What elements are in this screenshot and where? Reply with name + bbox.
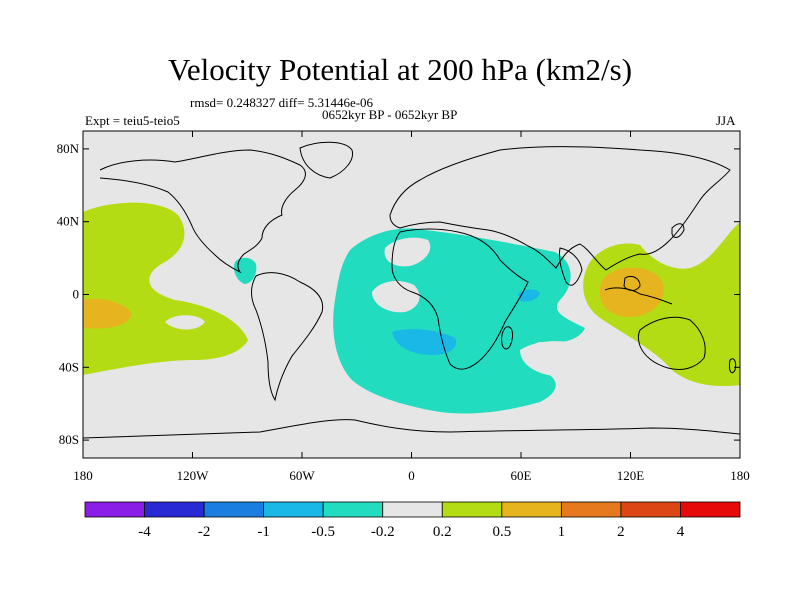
colorbar-label-5: 0.2	[433, 524, 452, 540]
coast-eurasia	[389, 146, 731, 271]
coast-indonesia	[604, 287, 673, 305]
colorbar-swatch-7	[501, 501, 562, 518]
stats-text: rmsd= 0.248327 diff= 5.31446e-06	[190, 95, 374, 110]
contour-indian-hole	[520, 341, 586, 377]
coast-north-america	[99, 149, 306, 274]
colorbar-label-6: 0.5	[492, 524, 511, 540]
period-label: 0652kyr BP - 0652kyr BP	[322, 107, 458, 122]
coast-india	[559, 247, 583, 286]
experiment-label: Expt = teiu5-teio5	[85, 113, 180, 128]
coast-australia	[638, 316, 706, 371]
lon-label-1: 120W	[177, 468, 210, 483]
colorbar-label-7: 1	[558, 524, 566, 540]
velocity-potential-field	[83, 131, 740, 458]
lon-label-3: 0	[408, 468, 415, 483]
map-title: Velocity Potential at 200 hPa (km2/s)	[167, 52, 633, 87]
contour-africa-negative	[333, 228, 585, 414]
axis-ticks: 80N 40N 0 40S 80S 180 120W 60W 0 60E 120E 180	[57, 131, 750, 483]
colorbar-label-9: 4	[677, 524, 685, 540]
coast-south-america	[251, 272, 324, 402]
lat-label-1: 40N	[57, 214, 80, 229]
lat-label-3: 40S	[59, 359, 79, 374]
contour-indian-negative-core	[518, 289, 540, 302]
contour-westpacific-positive	[583, 222, 740, 387]
colorbar-swatch-5	[382, 501, 443, 518]
colorbar-swatch-6	[441, 501, 503, 518]
coast-madagascar	[501, 326, 513, 350]
season-label: JJA	[716, 113, 736, 128]
contour-pacific-gap	[165, 315, 205, 330]
colorbar-label-1: -2	[198, 524, 211, 540]
contour-africa-hole-north	[384, 237, 431, 267]
colorbar-label-4: -0.2	[371, 524, 395, 540]
colorbar: -4 -2 -1 -0.5 -0.2 0.2 0.5 1 2 4	[84, 501, 741, 540]
lat-label-2: 0	[73, 287, 80, 302]
lon-label-5: 120E	[617, 468, 645, 483]
colorbar-label-3: -0.5	[311, 524, 335, 540]
lat-label-4: 80S	[59, 432, 79, 447]
colorbar-swatch-9	[620, 501, 681, 518]
contour-pacific-positive-core	[83, 298, 132, 329]
coastlines	[83, 141, 740, 439]
colorbar-swatch-1	[144, 501, 205, 518]
colorbar-label-2: -1	[257, 524, 270, 540]
coast-antarctica	[83, 419, 740, 439]
contour-pacific-positive	[83, 202, 248, 375]
colorbar-swatch-8	[560, 501, 622, 518]
lon-label-0: 180	[73, 468, 93, 483]
contour-westpacific-positive-core	[599, 267, 664, 318]
coast-borneo	[623, 275, 641, 291]
lat-label-0: 80N	[57, 141, 80, 156]
colorbar-label-8: 2	[617, 524, 625, 540]
coast-greenland	[299, 141, 354, 179]
coast-new-zealand	[729, 358, 737, 374]
colorbar-swatch-2	[203, 501, 265, 518]
lon-label-2: 60W	[289, 468, 315, 483]
colorbar-swatch-0	[84, 501, 145, 518]
lon-label-6: 180	[730, 468, 750, 483]
colorbar-label-0: -4	[138, 524, 151, 540]
coast-africa	[391, 228, 529, 370]
coast-japan	[671, 223, 685, 238]
contour-africa-hole-west	[372, 280, 420, 313]
colorbar-swatch-10	[680, 501, 741, 518]
colorbar-swatch-4	[322, 501, 384, 518]
contour-atlantic-negative-core	[392, 329, 457, 356]
colorbar-swatch-3	[263, 501, 324, 518]
contour-central-america-negative	[234, 257, 257, 284]
lon-label-4: 60E	[511, 468, 532, 483]
